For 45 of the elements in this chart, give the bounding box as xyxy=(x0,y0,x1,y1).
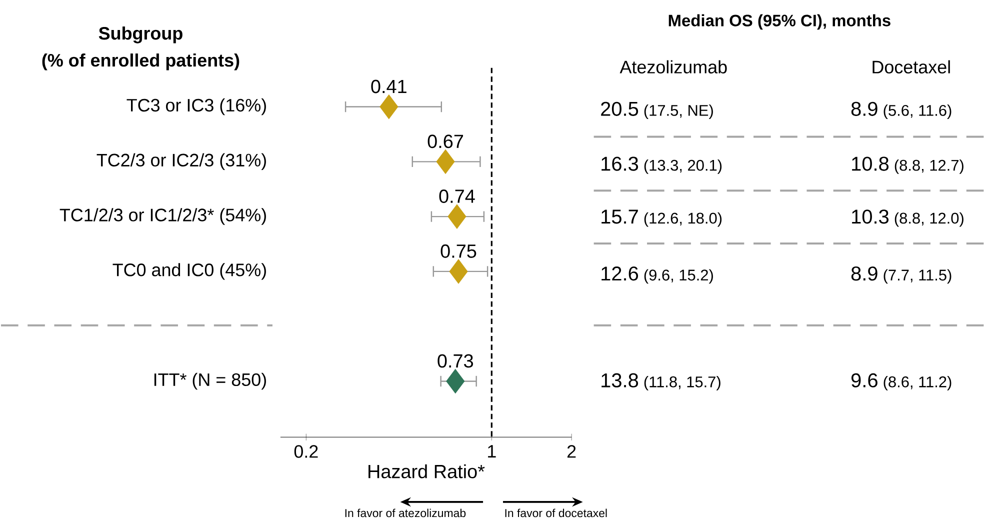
text: 20.5 xyxy=(601,102,638,116)
text: (7.7, 11.5) xyxy=(884,269,952,284)
text: (5.6, 11.6) xyxy=(884,104,952,119)
text: 9.6 xyxy=(851,373,878,388)
y-tick-label: TC3 or IC3 (16%) xyxy=(126,98,266,116)
text: 8.9 xyxy=(851,102,878,116)
text: (8.8, 12.7) xyxy=(894,159,964,174)
data-label: 0.73 xyxy=(438,354,474,368)
text: (13.3, 20.1) xyxy=(644,159,722,174)
data-label: 0.41 xyxy=(371,80,406,94)
text: (17.5, NE) xyxy=(644,104,713,119)
x-tick-label: 0.2 xyxy=(294,445,318,458)
point xyxy=(380,94,398,120)
point xyxy=(449,259,468,284)
text: (8.8, 12.0) xyxy=(894,212,964,227)
text: Docetaxel xyxy=(872,60,950,74)
text: In favor of docetaxel xyxy=(505,508,607,518)
text: Atezolizumab xyxy=(620,60,727,74)
data-label: 0.74 xyxy=(439,190,475,204)
y-tick-label: TC0 and IC0 (45%) xyxy=(112,263,266,280)
text: Subgroup xyxy=(98,26,182,44)
x-axis-title: Hazard Ratio* xyxy=(368,464,485,478)
point xyxy=(448,204,466,229)
text: (11.8, 15.7) xyxy=(644,376,720,390)
text: In favor of atezolizumab xyxy=(345,508,466,518)
text: Median OS (95% CI), months xyxy=(668,14,890,30)
text: (8.6, 11.2) xyxy=(884,376,952,390)
point xyxy=(446,369,465,394)
x-tick-label: 2 xyxy=(567,445,576,458)
data-label: 0.75 xyxy=(440,244,476,258)
y-tick-label: TC1/2/3 or IC1/2/3* (54%) xyxy=(60,208,266,225)
y-tick-label: TC2/3 or IC2/3 (31%) xyxy=(96,153,266,170)
x-tick-label: 1 xyxy=(488,445,496,458)
text: (9.6, 15.2) xyxy=(644,269,713,284)
text: 15.7 xyxy=(602,210,638,224)
text: 12.6 xyxy=(602,266,638,281)
text: 10.3 xyxy=(852,210,889,224)
y-tick-label: ITT* (N = 850) xyxy=(154,372,266,390)
text: 13.8 xyxy=(602,373,638,388)
text: 16.3 xyxy=(602,156,638,171)
text: (12.6, 18.0) xyxy=(644,212,722,227)
text: 8.9 xyxy=(851,266,878,281)
data-label: 0.67 xyxy=(428,134,464,148)
text: (% of enrolled patients) xyxy=(42,54,240,70)
text: 10.8 xyxy=(852,156,889,171)
